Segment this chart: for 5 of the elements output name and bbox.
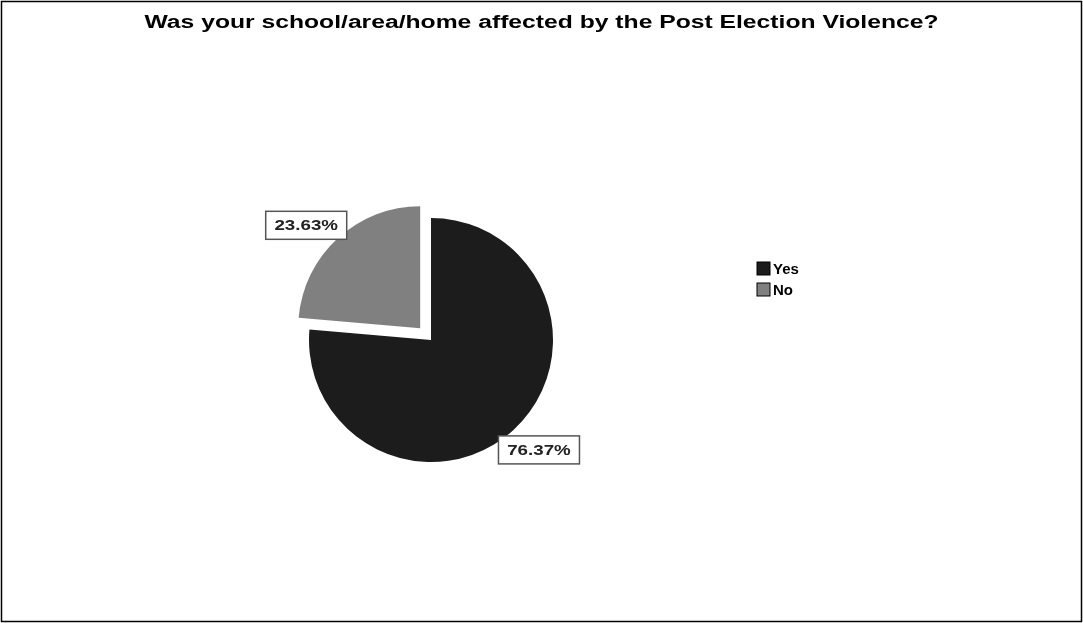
legend-label: No [773, 281, 793, 298]
chart-title: Was your school/area/home affected by the Post Election Violence? [144, 10, 939, 33]
data-label: 76.37% [507, 441, 571, 459]
data-label: 23.63% [274, 217, 338, 234]
legend-label: Yes [773, 260, 799, 277]
